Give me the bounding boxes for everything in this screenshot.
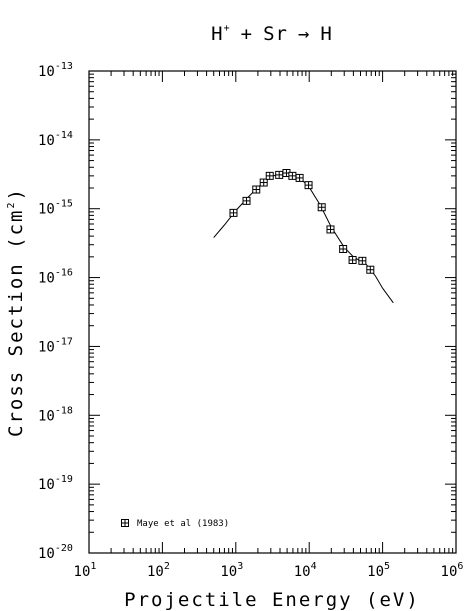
y-tick-exp: -16 bbox=[55, 268, 73, 279]
x-tick-label: 101 bbox=[74, 561, 97, 580]
x-tick-exp: 3 bbox=[237, 561, 243, 572]
y-tick-exp: -15 bbox=[55, 199, 73, 210]
fit-curve bbox=[213, 172, 394, 304]
y-tick-exp: -19 bbox=[55, 474, 73, 485]
legend-label: Maye et al (1983) bbox=[137, 519, 229, 529]
y-tick-exp: -14 bbox=[55, 130, 73, 141]
y-axis-label-close: ) bbox=[5, 187, 27, 200]
title-plus: + bbox=[241, 23, 253, 45]
title-projectile: H bbox=[211, 23, 223, 45]
data-point bbox=[295, 173, 304, 182]
x-axis-label: Projectile Energy (eV) bbox=[124, 589, 420, 611]
data-point bbox=[275, 170, 284, 179]
y-tick-base: 10 bbox=[38, 64, 55, 80]
data-point bbox=[348, 255, 357, 264]
title-arrow: → bbox=[298, 23, 310, 45]
title-product: H bbox=[320, 23, 332, 45]
x-tick-exp: 4 bbox=[311, 561, 317, 572]
data-point bbox=[326, 225, 335, 234]
y-tick-base: 10 bbox=[38, 408, 55, 424]
x-tick-label: 104 bbox=[294, 561, 317, 580]
data-point bbox=[288, 171, 297, 180]
x-tick-base: 10 bbox=[220, 564, 237, 580]
data-point bbox=[358, 256, 367, 265]
y-tick-label: 10-15 bbox=[38, 199, 73, 218]
x-tick-exp: 6 bbox=[457, 561, 463, 572]
y-tick-label: 10-19 bbox=[38, 474, 73, 493]
axis-ticks bbox=[88, 71, 456, 554]
data-point bbox=[366, 265, 375, 274]
y-tick-label: 10-17 bbox=[38, 336, 73, 355]
x-tick-base: 10 bbox=[74, 564, 91, 580]
data-point bbox=[242, 196, 251, 205]
x-tick-exp: 1 bbox=[90, 561, 96, 572]
y-tick-exp: -18 bbox=[55, 405, 73, 416]
y-axis-label-exp: 2 bbox=[6, 200, 17, 208]
y-tick-base: 10 bbox=[38, 133, 55, 149]
legend: Maye et al (1983) bbox=[121, 519, 229, 529]
title-target: Sr bbox=[263, 23, 288, 45]
y-axis-label: Cross Section (cm2) bbox=[5, 187, 27, 437]
y-tick-label: 10-16 bbox=[38, 268, 73, 287]
x-tick-base: 10 bbox=[147, 564, 164, 580]
data-point bbox=[317, 203, 326, 212]
x-tick-label: 103 bbox=[220, 561, 243, 580]
data-point bbox=[265, 171, 274, 180]
data-series bbox=[213, 169, 394, 304]
x-tick-exp: 2 bbox=[164, 561, 170, 572]
y-axis-label-text: Cross Section (cm bbox=[5, 209, 27, 437]
x-tick-labels: 101 102 103 104 105 106 bbox=[74, 561, 464, 580]
y-tick-label: 10-13 bbox=[38, 61, 73, 80]
y-tick-exp: -13 bbox=[55, 61, 73, 72]
y-tick-label: 10-18 bbox=[38, 405, 73, 424]
y-tick-label: 10-14 bbox=[38, 130, 73, 149]
x-tick-base: 10 bbox=[367, 564, 384, 580]
y-tick-exp: -20 bbox=[55, 543, 73, 554]
y-tick-base: 10 bbox=[38, 271, 55, 287]
x-tick-label: 106 bbox=[441, 561, 464, 580]
y-tick-base: 10 bbox=[38, 202, 55, 218]
x-tick-label: 102 bbox=[147, 561, 170, 580]
y-tick-base: 10 bbox=[38, 546, 55, 562]
data-point bbox=[259, 178, 268, 187]
x-tick-base: 10 bbox=[441, 564, 458, 580]
title-charge: + bbox=[224, 23, 231, 34]
plot-frame bbox=[88, 70, 457, 554]
x-tick-exp: 5 bbox=[384, 561, 390, 572]
y-tick-label: 10-20 bbox=[38, 543, 73, 562]
data-point bbox=[229, 208, 238, 217]
y-tick-exp: -17 bbox=[55, 336, 73, 347]
data-point bbox=[304, 181, 313, 190]
legend-marker bbox=[121, 519, 129, 527]
data-point bbox=[252, 185, 261, 194]
chart-title: H+ + Sr → H bbox=[211, 23, 333, 45]
x-tick-label: 105 bbox=[367, 561, 390, 580]
data-point bbox=[121, 519, 129, 527]
x-tick-base: 10 bbox=[294, 564, 311, 580]
y-tick-base: 10 bbox=[38, 477, 55, 493]
data-point bbox=[339, 244, 348, 253]
y-tick-base: 10 bbox=[38, 339, 55, 355]
